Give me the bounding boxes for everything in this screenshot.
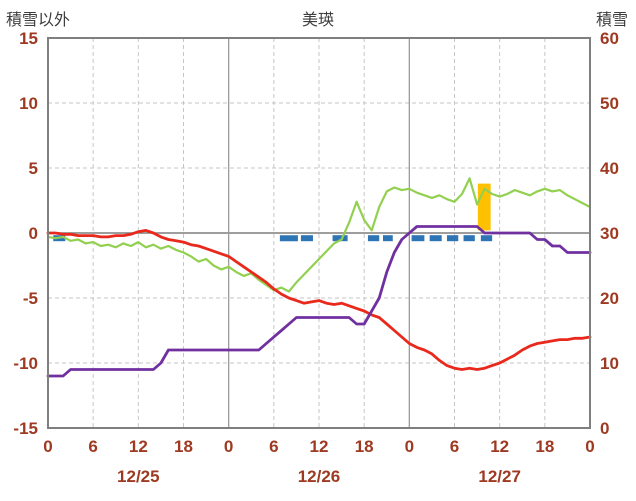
date-label: 12/25 xyxy=(117,467,160,486)
chart-title: 美瑛 xyxy=(301,12,335,29)
left-axis-title: 積雪以外 xyxy=(6,12,71,29)
x-tick-label: 12 xyxy=(310,437,329,456)
green-series-line xyxy=(46,177,592,293)
y-right-tick-label: 50 xyxy=(600,94,619,113)
x-tick-label: 0 xyxy=(405,437,414,456)
chart-header: 積雪以外 美瑛 積雪 xyxy=(0,0,636,30)
x-tick-label: 6 xyxy=(88,437,97,456)
x-tick-label: 6 xyxy=(269,437,278,456)
y-left-tick-label: -15 xyxy=(13,419,38,438)
y-right-tick-label: 0 xyxy=(600,419,609,438)
x-tick-label: 6 xyxy=(450,437,459,456)
y-left-tick-label: 0 xyxy=(29,224,38,243)
date-label: 12/26 xyxy=(298,467,341,486)
y-left-tick-label: 5 xyxy=(29,159,38,178)
x-tick-label: 18 xyxy=(535,437,554,456)
y-right-tick-label: 10 xyxy=(600,354,619,373)
temperature-line xyxy=(46,228,592,371)
right-axis-title: 積雪 xyxy=(595,12,628,29)
plot-border xyxy=(47,37,591,429)
y-left-tick-label: 15 xyxy=(19,30,38,48)
y-right-tick-label: 40 xyxy=(600,159,619,178)
y-right-tick-label: 60 xyxy=(600,30,619,48)
y-right-tick-label: 20 xyxy=(600,289,619,308)
y-left-tick-label: 10 xyxy=(19,94,38,113)
x-tick-label: 12 xyxy=(129,437,148,456)
x-tick-label: 0 xyxy=(224,437,233,456)
y-left-tick-label: -10 xyxy=(13,354,38,373)
x-tick-label: 12 xyxy=(490,437,509,456)
x-tick-label: 18 xyxy=(174,437,193,456)
x-tick-label: 0 xyxy=(585,437,594,456)
x-tick-label: 18 xyxy=(355,437,374,456)
x-tick-label: 0 xyxy=(43,437,52,456)
y-left-tick-label: -5 xyxy=(23,289,38,308)
date-label: 12/27 xyxy=(478,467,521,486)
snow-depth-line xyxy=(46,225,592,378)
y-right-tick-label: 30 xyxy=(600,224,619,243)
